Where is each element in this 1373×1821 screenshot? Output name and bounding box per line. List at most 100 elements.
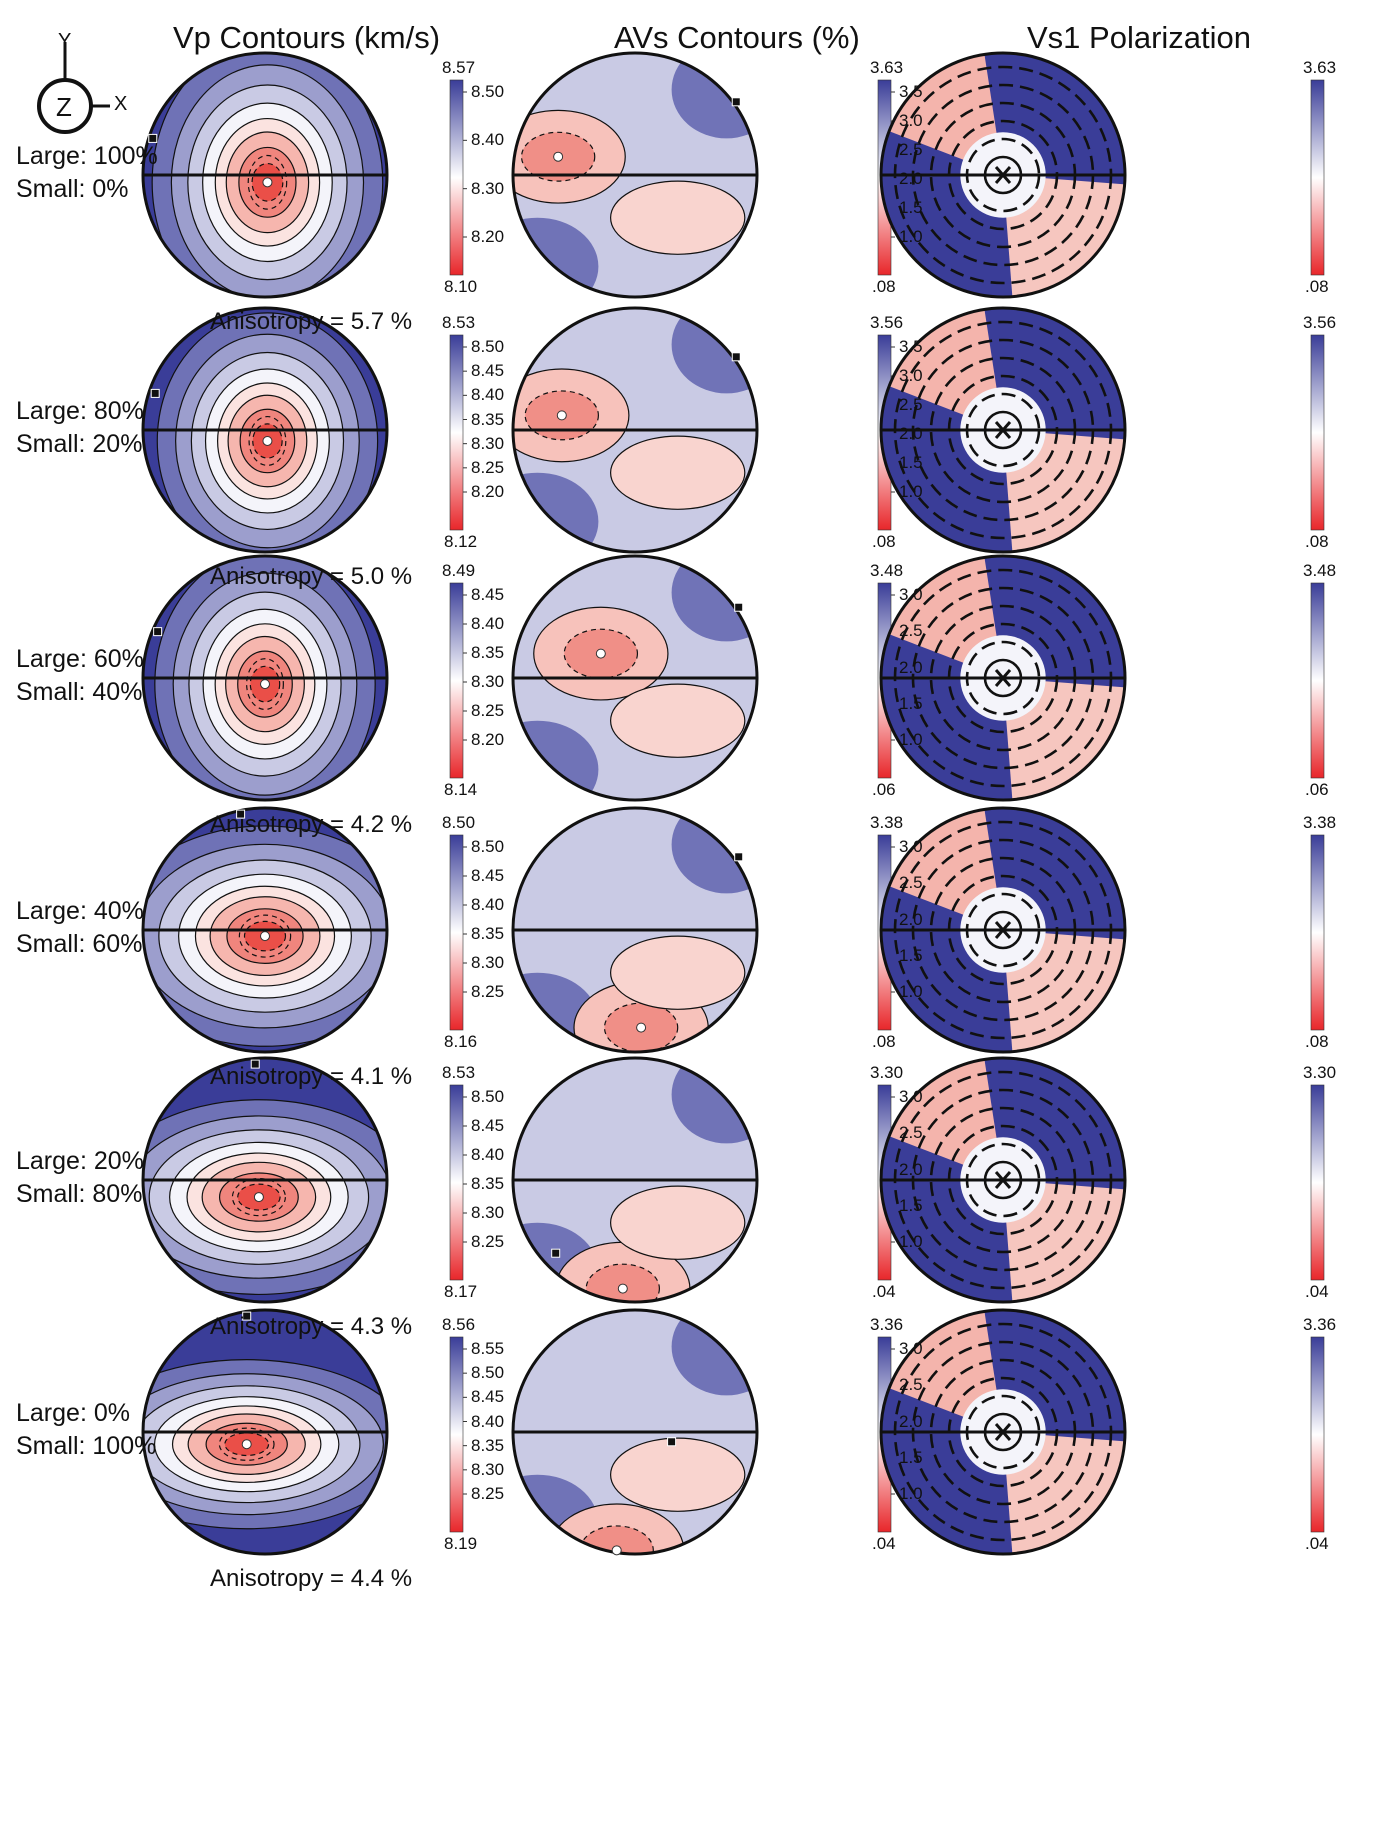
minimum-marker [262,435,273,446]
colorbar-tick-label: 2.0 [899,1159,923,1179]
velocity-contour-line [158,859,372,1013]
velocity-contour-line [143,843,387,1029]
colorbar-min-label: .06 [872,780,896,799]
avs-high-lobe [671,1310,757,1396]
minimum-marker [556,410,567,421]
velocity-contour-line [170,64,365,297]
stereonet-outline [879,306,1127,554]
colorbar [1310,79,1325,276]
velocity-contour-line [237,650,293,718]
stereonet-outline [511,306,759,554]
maximum-marker [150,388,160,398]
anisotropy-label: Anisotropy = 5.7 % [210,308,413,335]
colorbar-min-label: .08 [872,1032,896,1051]
colorbar-tick-label: 3.0 [899,366,923,385]
maximum-marker [667,1437,677,1447]
row-label-small: Small: 40% [16,678,143,706]
colorbar-min-label: 8.19 [444,1534,478,1553]
axis-y-label: Y [58,30,72,52]
colorbar-tick-label: 8.20 [471,482,505,501]
row-label-large: Large: 20% [16,1147,144,1175]
velocity-contour-line [143,1099,387,1296]
velocity-contour-line [214,623,316,745]
colorbar-tick-label: 2.0 [899,909,923,929]
anisotropy-label: Anisotropy = 4.4 % [210,1565,413,1592]
axis-z-label: Z [56,92,72,122]
stereonet-outline [879,806,1127,1054]
anisotropy-label: Anisotropy = 5.0 % [210,563,413,590]
colorbar-tick-label: 8.35 [471,643,505,662]
stereonet-outline [511,554,759,802]
velocity-contour-line [178,873,352,999]
row-label-large: Large: 60% [16,645,144,673]
avs-low-lobe [610,683,746,758]
velocity-contour-line [239,408,296,474]
velocity-contour-line [143,1115,387,1279]
stereonet-outline [511,1308,759,1556]
colorbar-tick-label: 8.45 [471,1116,505,1135]
velocity-contour-line [205,1422,288,1466]
vp-column-title: Vp Contours (km/s) [173,20,441,55]
stereonet-outline [141,1056,389,1304]
minimum-marker [617,1283,628,1294]
colorbar-tick-label: 1.5 [899,1195,923,1215]
velocity-contour-line [249,665,281,703]
colorbar-tick-label: 2.0 [899,424,923,443]
colorbar [1310,582,1325,779]
colorbar-max-label: 3.30 [1303,1063,1337,1082]
colorbar-tick-label: 8.25 [471,982,505,1001]
minimum-marker [262,177,273,188]
colorbar [1310,1084,1325,1281]
colorbar-tick-label: 8.25 [471,701,505,720]
velocity-contour-line [251,162,284,202]
minimum-marker [553,151,564,162]
stereonet-outline [511,51,759,299]
stereonet-outline [879,1308,1127,1556]
colorbar-max-label: 3.63 [1303,58,1337,77]
colorbar-tick-label: 2.0 [899,1411,923,1431]
maximum-marker [148,133,158,143]
colorbar-tick-label: 8.20 [471,227,505,246]
velocity-contour-line [214,117,321,247]
row-label-small: Small: 20% [16,430,143,458]
colorbar-tick-label: 3.5 [899,82,923,101]
velocity-contour-line [217,382,318,500]
velocity-contour-line [227,394,308,488]
colorbar-max-label: 3.56 [1303,313,1337,332]
axis-x-label: X [114,93,128,115]
colorbar-tick-label: 1.5 [899,1447,923,1467]
colorbar [449,79,464,276]
colorbar-tick-label: 8.45 [471,1387,505,1407]
colorbar-min-label: .08 [1305,277,1329,296]
colorbar-tick-label: 8.40 [471,385,505,405]
velocity-contour-line [209,896,321,977]
velocity-contour-line [154,556,376,800]
colorbar-min-label: 8.10 [444,277,478,296]
velocity-contour-line [156,312,379,552]
velocity-contour-line [246,658,284,711]
velocity-contour-line [143,1373,384,1516]
velocity-contour-line [238,914,292,958]
maximum-marker [153,627,163,637]
colorbar-tick-label: 8.40 [471,895,505,914]
velocity-contour-line [225,131,310,234]
colorbar-max-label: 8.53 [442,1063,476,1082]
colorbar-min-label: 8.14 [444,780,478,799]
colorbar-tick-label: 8.35 [471,409,505,429]
avs-stereonet-4 [513,808,757,1052]
colorbar-min-label: .08 [1305,1032,1329,1051]
colorbar-tick-label: 8.30 [471,178,505,198]
avs-stereonet-2 [513,308,757,552]
anisotropy-label: Anisotropy = 4.3 % [210,1313,413,1340]
velocity-contour-line [204,368,330,514]
maximum-marker [734,602,744,612]
row-label-large: Large: 100% [16,142,158,170]
colorbar-tick-label: 8.35 [471,1174,505,1193]
colorbar-max-label: 3.38 [1303,813,1337,832]
colorbar-tick-label: 2.5 [899,621,923,641]
velocity-contour-line [143,825,387,1047]
colorbar-max-label: 8.56 [442,1315,476,1334]
colorbar-tick-label: 8.40 [471,1145,505,1164]
colorbar-tick-label: 1.0 [899,227,923,246]
colorbar [1310,834,1325,1031]
